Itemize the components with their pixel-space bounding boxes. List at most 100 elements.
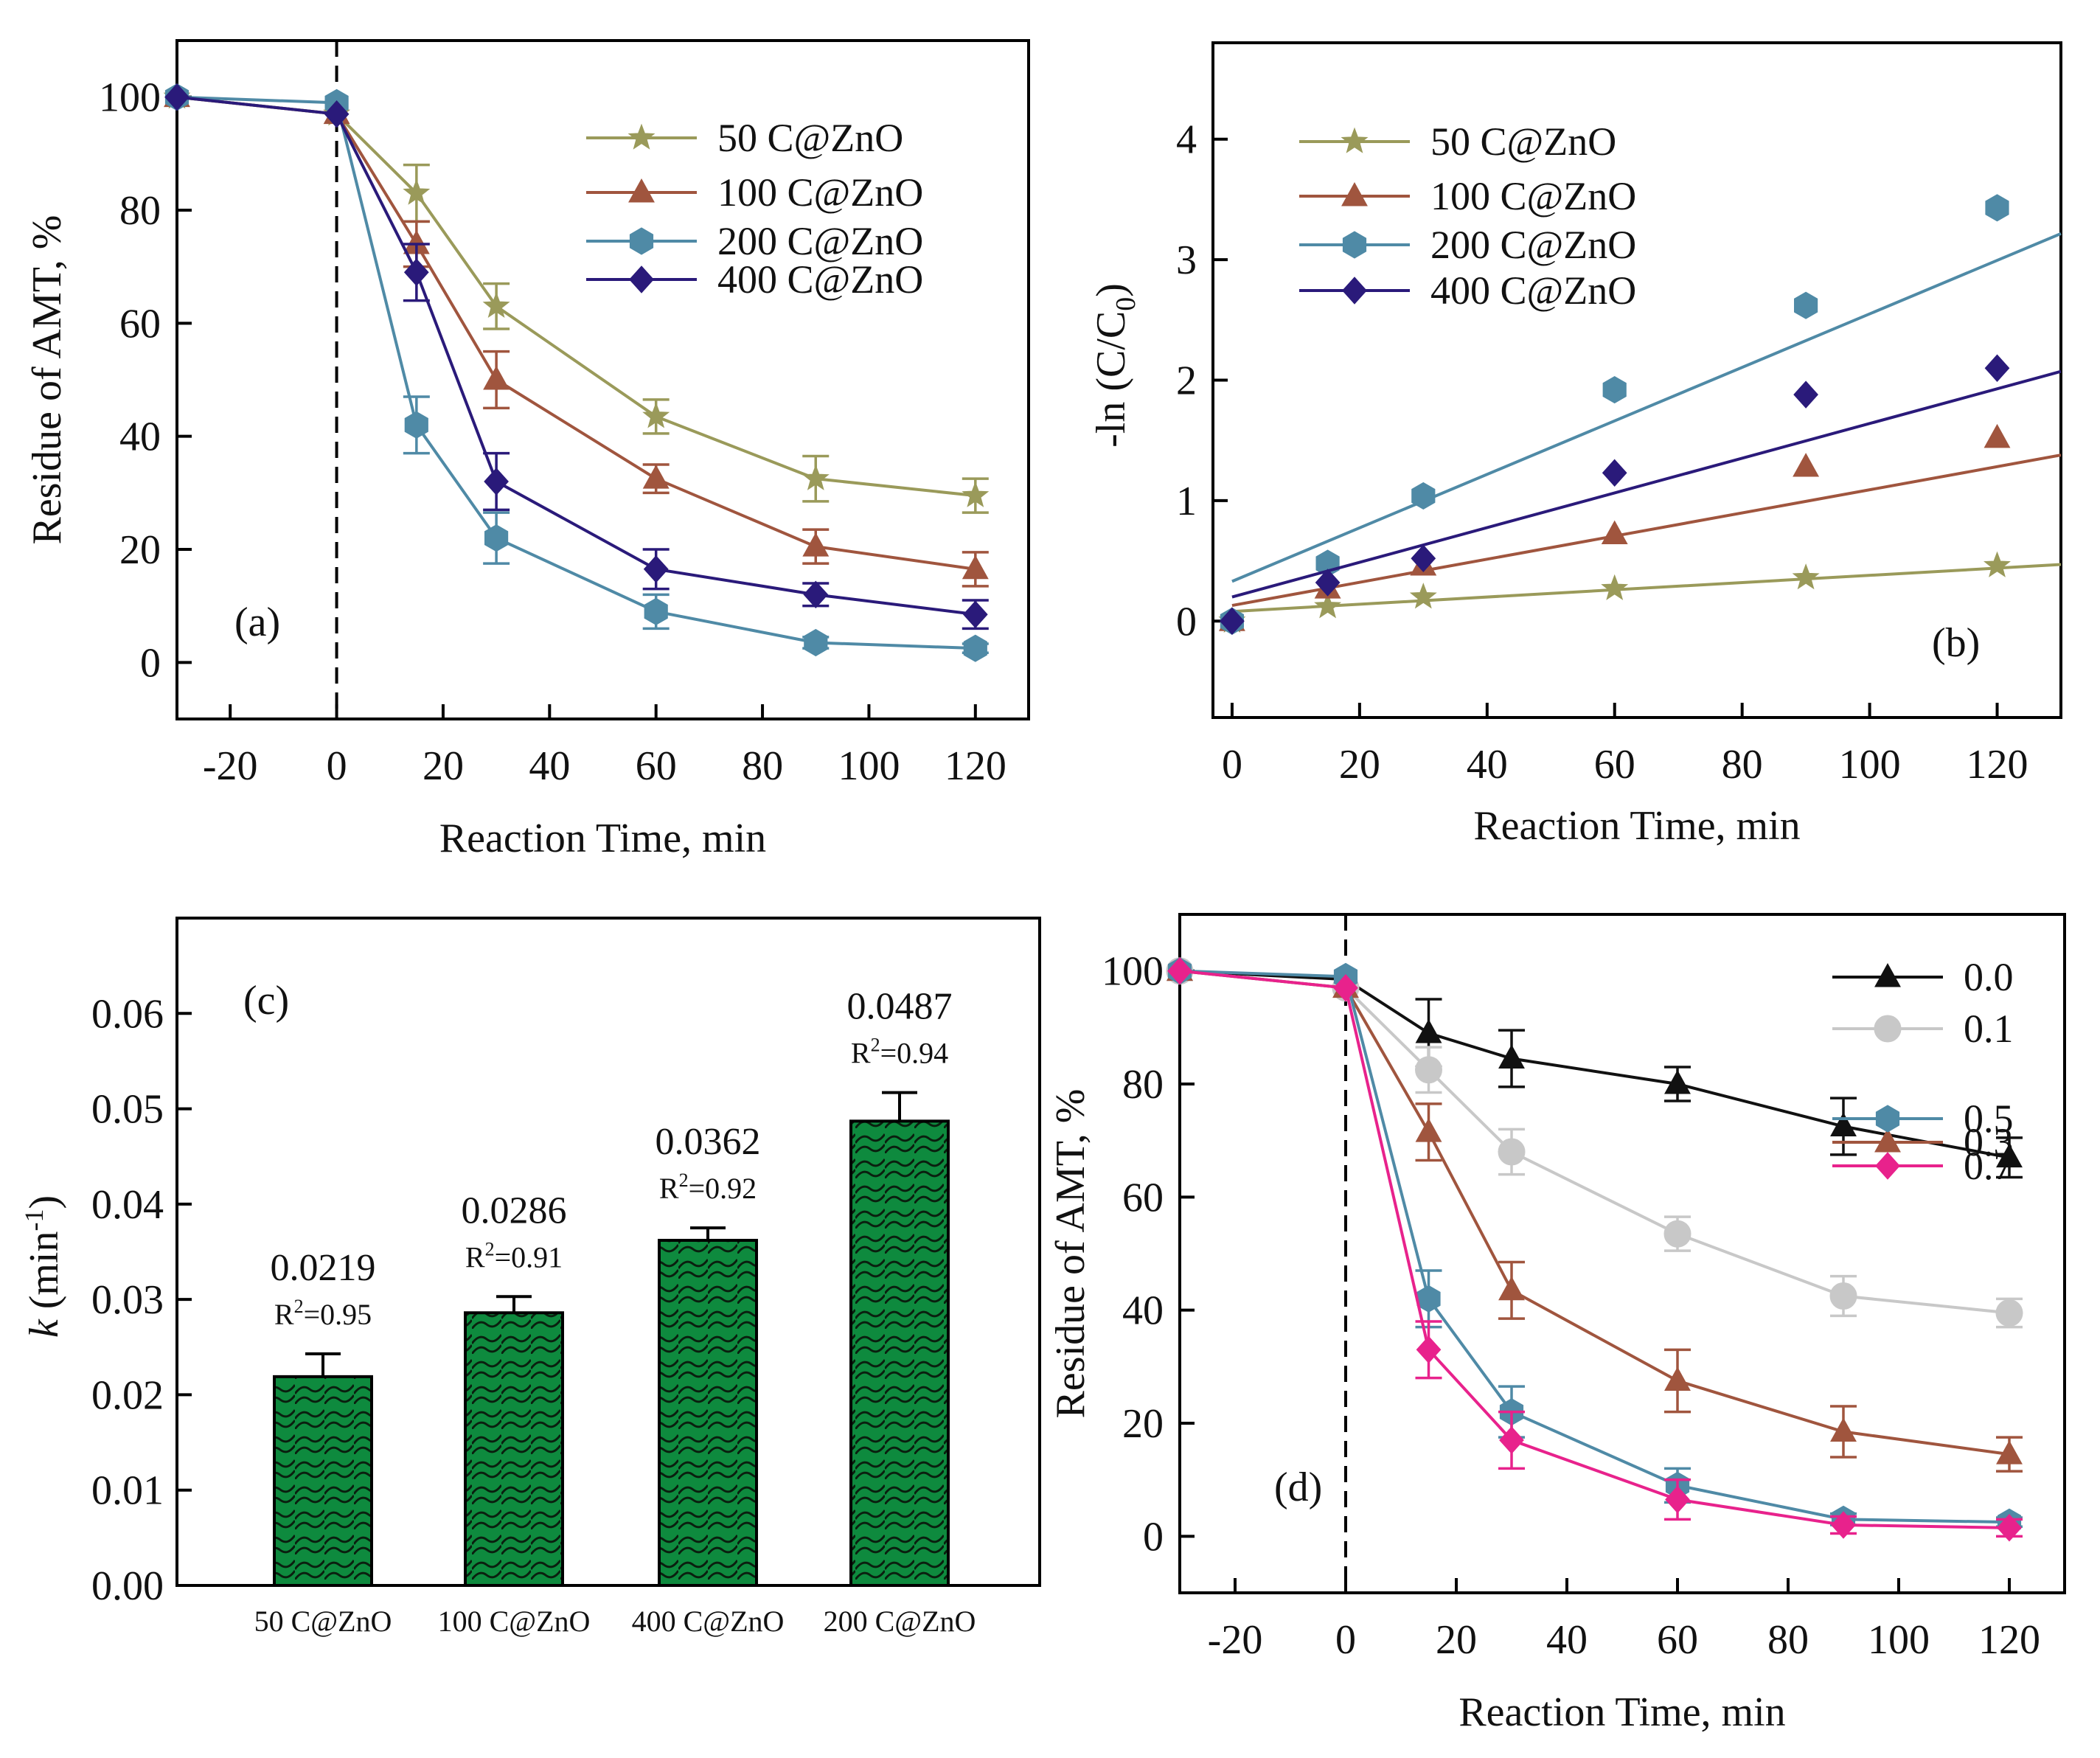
- y-tick-label: 3: [1176, 237, 1197, 283]
- legend-label: 400 C@ZnO: [1430, 268, 1636, 313]
- y-tick-label: 0.04: [91, 1182, 164, 1228]
- bar: [658, 1238, 758, 1587]
- data-point: [642, 465, 670, 489]
- legend-marker: [1341, 127, 1369, 153]
- legend-marker: [1874, 1015, 1902, 1043]
- legend-label: 400 C@ZnO: [717, 257, 923, 302]
- plot-area-frame: [1211, 41, 2062, 719]
- y-tick-label: 0.00: [91, 1563, 164, 1609]
- panel-letter: (a): [234, 600, 280, 645]
- x-tick-label: 80: [1767, 1617, 1809, 1663]
- bar-r2-label: R2=0.92: [659, 1170, 757, 1205]
- data-point: [962, 481, 990, 507]
- y-tick-label: 100: [99, 75, 161, 121]
- data-point: [1996, 1440, 2023, 1465]
- data-point: [164, 83, 190, 111]
- legend-label: 50 C@ZnO: [1430, 119, 1616, 164]
- legend-marker: [1342, 231, 1367, 259]
- legend-label: 100 C@ZnO: [1430, 174, 1636, 218]
- x-axis-title: Reaction Time, min: [1458, 1689, 1785, 1735]
- x-tick-label: -20: [1208, 1617, 1263, 1663]
- x-tick-label: 0: [1335, 1617, 1356, 1663]
- y-tick-label: 40: [119, 414, 161, 460]
- r2-prefix: R: [659, 1172, 679, 1205]
- data-point: [1829, 1282, 1857, 1310]
- legend-marker: [1875, 1105, 1900, 1133]
- fit-line: [1231, 369, 2062, 599]
- data-point: [1415, 1118, 1442, 1142]
- series-400-C-ZnO: [1220, 354, 2062, 636]
- data-point: [1793, 381, 1818, 409]
- x-tick-label: 80: [1722, 742, 1763, 788]
- bar: [849, 1119, 950, 1587]
- x-tick-label: 60: [1657, 1617, 1698, 1663]
- data-point: [803, 580, 829, 609]
- data-point: [1411, 544, 1436, 573]
- plot-area-frame: [1178, 913, 2066, 1594]
- x-tick-label: 20: [1436, 1617, 1477, 1663]
- legend-marker: [628, 178, 655, 203]
- data-point: [1416, 1335, 1442, 1364]
- y-axis-title: k (min-1): [19, 1195, 67, 1338]
- y-tick-label: 40: [1122, 1288, 1164, 1334]
- legend-marker: [1874, 1128, 1901, 1153]
- y-axis-title-main: -ln (C/C: [1088, 311, 1134, 448]
- bar-value-label: 0.0487: [847, 986, 953, 1028]
- legend-marker: [1341, 181, 1368, 206]
- y-axis-title: -ln (C/C0): [1088, 283, 1141, 448]
- data-point: [642, 402, 670, 428]
- x-tick-label: 60: [1594, 742, 1635, 788]
- data-point: [482, 291, 510, 319]
- data-point: [804, 628, 828, 657]
- y-axis-title-superscript: -1: [19, 1209, 49, 1231]
- plot-area-frame: [175, 917, 1041, 1587]
- r2-prefix: R: [851, 1037, 871, 1070]
- data-point: [1602, 459, 1627, 487]
- series-200-C-ZnO: [1220, 194, 2062, 635]
- y-tick-label: 20: [1122, 1401, 1164, 1447]
- r2-value: =0.91: [495, 1240, 563, 1274]
- legend-label: 0.1: [1964, 1007, 2014, 1051]
- data-point: [1333, 973, 1358, 1002]
- x-tick-label: 100: [838, 743, 900, 789]
- series-line: [1179, 969, 2010, 1524]
- panel-c-bar-chart: 0.000.010.020.030.040.050.060.0219R2=0.9…: [19, 917, 1041, 1638]
- data-point: [1983, 551, 2011, 577]
- bar-r2-label: R2=0.94: [851, 1035, 948, 1070]
- legend-label: 200 C@ZnO: [717, 219, 923, 263]
- r2-value: =0.95: [304, 1298, 372, 1331]
- x-tick-label: 100: [1839, 742, 1901, 788]
- legend-label: 200 C@ZnO: [1430, 223, 1636, 267]
- bar: [273, 1375, 373, 1587]
- x-tick-label: 40: [529, 743, 570, 789]
- data-point: [324, 100, 350, 128]
- data-point: [1830, 1112, 1857, 1136]
- legend-label: 0.3: [1964, 1120, 2014, 1164]
- y-axis-title-unit: (min: [21, 1231, 67, 1320]
- category-label: 100 C@ZnO: [438, 1605, 591, 1638]
- y-tick-label: 0.01: [91, 1468, 164, 1514]
- y-tick-label: 2: [1176, 358, 1197, 404]
- x-tick-label: 40: [1467, 742, 1508, 788]
- data-point: [1416, 1285, 1441, 1313]
- data-point: [1792, 563, 1820, 590]
- series-0.5: [1167, 957, 2023, 1536]
- data-point: [1663, 1220, 1692, 1248]
- bar-r2-label: R2=0.95: [274, 1296, 372, 1331]
- data-point: [1601, 520, 1628, 545]
- legend-label: 0.5: [1964, 1097, 2014, 1141]
- plot-area-frame: [175, 39, 1030, 720]
- x-tick-label: 120: [1978, 1617, 2040, 1663]
- data-point: [1984, 354, 2010, 382]
- y-tick-label: 100: [1102, 949, 1164, 995]
- x-tick-label: -20: [203, 743, 258, 789]
- fit-line: [1231, 563, 2062, 614]
- data-point: [1409, 583, 1437, 609]
- data-point: [644, 597, 668, 625]
- x-axis-title: Reaction Time, min: [439, 816, 766, 861]
- data-point: [483, 365, 510, 390]
- legend-marker: [1874, 962, 1901, 987]
- legend-marker: [1875, 1152, 1900, 1180]
- panel-a-line-chart: -20 0 20 40 60 80 100 120 0 20 40 60 80 100 50 C@ZnO 10…: [24, 39, 1030, 861]
